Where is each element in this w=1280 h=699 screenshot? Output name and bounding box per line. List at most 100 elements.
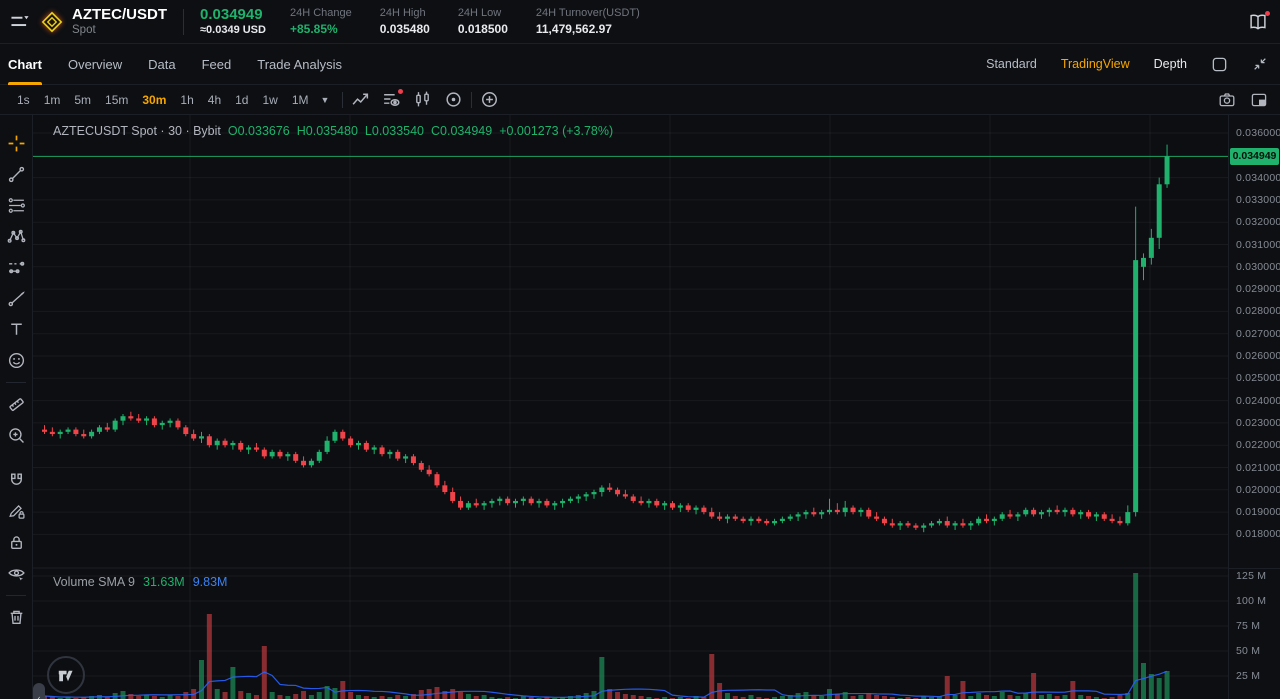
stat-label: 24H Low (457, 6, 502, 19)
tab-chart[interactable]: Chart (8, 44, 42, 85)
tab-trade-analysis[interactable]: Trade Analysis (257, 56, 343, 72)
volume-axis-label: 100 M (1236, 595, 1267, 607)
forecast-tool-icon[interactable] (3, 252, 29, 283)
ohlc-legend: AZTECUSDT Spot · 30 · Bybit O0.033676 H0… (53, 124, 613, 138)
orderbook-toggle-icon[interactable] (1248, 10, 1270, 32)
timeframe-dropdown-caret-icon[interactable]: ▼ (320, 94, 330, 105)
screenshot-camera-icon[interactable] (1218, 91, 1236, 109)
tf-30m[interactable]: 30m (142, 92, 167, 107)
tf-1h[interactable]: 1h (180, 92, 194, 107)
view-mode-standard[interactable]: Standard (986, 57, 1037, 71)
pair-name: AZTEC/USDT (72, 6, 167, 24)
price-axis-label: 0.022000 (1236, 439, 1280, 452)
tf-1M[interactable]: 1M (291, 92, 309, 107)
volume-indicator-title[interactable]: Volume SMA 9 (53, 575, 135, 589)
drawing-mode-lock-icon[interactable] (3, 496, 29, 527)
crosshair-tool-icon[interactable] (3, 128, 29, 159)
price-axis-label: 0.029000 (1236, 283, 1280, 296)
tf-1w[interactable]: 1w (262, 92, 278, 107)
price-block: 0.034949 ≈0.0349 USD (200, 6, 266, 37)
last-price: 0.034949 (200, 5, 263, 23)
stats-row: 24H Change +85.85% 24H High 0.035480 24H… (290, 6, 640, 37)
volume-sma-value: 9.83M (192, 575, 228, 589)
view-modes: Standard TradingView Depth (986, 56, 1268, 73)
price-axis-label: 0.018000 (1236, 528, 1280, 541)
indicators-icon[interactable] (351, 90, 370, 109)
collapse-left-panel-handle[interactable]: ‹ (33, 683, 45, 699)
fib-tool-icon[interactable] (3, 190, 29, 221)
indicator-template-icon[interactable] (382, 89, 404, 109)
measure-tool-icon[interactable] (3, 389, 29, 420)
tradingview-watermark[interactable] (47, 656, 85, 694)
volume-axis-label: 50 M (1236, 645, 1261, 657)
stat-24h-change: 24H Change +85.85% (290, 6, 352, 37)
divider (471, 91, 473, 108)
price-axis-label: 0.023000 (1236, 416, 1280, 429)
tf-5m[interactable]: 5m (74, 92, 92, 107)
magnet-tool-icon[interactable] (3, 465, 29, 496)
low-label: L0.033540 (364, 124, 425, 138)
tab-feed[interactable]: Feed (201, 56, 232, 72)
brush-tool-icon[interactable] (3, 283, 29, 314)
divider (183, 8, 184, 35)
market-type: Spot (72, 23, 96, 36)
pattern-tool-icon[interactable] (3, 221, 29, 252)
price-axis-label: 0.027000 (1236, 327, 1280, 340)
price-axis-label: 0.032000 (1236, 216, 1280, 229)
pane-divider (1229, 568, 1280, 569)
tab-data[interactable]: Data (148, 56, 176, 72)
top-bar: AZTEC/USDT Spot 0.034949 ≈0.0349 USD 24H… (0, 0, 1280, 44)
timeframe-toolbar: 1s 1m 5m 15m 30m 1h 4h 1d 1w 1M ▼ (0, 85, 1280, 115)
price-axis-label: 0.021000 (1236, 461, 1280, 474)
zoom-in-tool-icon[interactable] (3, 420, 29, 451)
volume-axis-label: 25 M (1236, 670, 1261, 682)
stat-24h-low: 24H Low 0.018500 (458, 6, 508, 37)
lock-all-tool-icon[interactable] (3, 527, 29, 558)
price-axis-label: 0.031000 (1236, 238, 1280, 251)
candle-style-icon[interactable] (413, 90, 432, 109)
tf-1m[interactable]: 1m (43, 92, 61, 107)
chart-canvas[interactable]: AZTECUSDT Spot · 30 · Bybit O0.033676 H0… (33, 115, 1228, 699)
remove-drawings-icon[interactable] (3, 602, 29, 633)
chart-tools (351, 89, 463, 109)
series-title[interactable]: AZTECUSDT Spot · 30 · Bybit (53, 124, 221, 138)
trend-line-tool-icon[interactable] (3, 159, 29, 190)
popout-window-icon[interactable] (1211, 56, 1228, 73)
text-tool-icon[interactable] (3, 314, 29, 345)
price-axis-label: 0.036000 (1236, 127, 1280, 139)
notification-dot (1265, 10, 1270, 16)
volume-value: 31.63M (143, 575, 185, 589)
volume-axis-label: 75 M (1236, 620, 1261, 632)
collapse-icon[interactable] (1252, 56, 1268, 72)
pair-block[interactable]: AZTEC/USDT Spot (72, 6, 167, 36)
price-axis-label: 0.020000 (1236, 483, 1280, 496)
candlestick-chart[interactable] (33, 115, 1228, 699)
tab-overview[interactable]: Overview (67, 56, 123, 72)
divider (342, 91, 344, 108)
price-axis-label: 0.026000 (1236, 350, 1280, 362)
price-axis-label: 0.019000 (1236, 506, 1280, 519)
compare-add-icon[interactable] (480, 90, 499, 109)
menu-icon[interactable] (8, 10, 32, 34)
price-axis-label: 0.033000 (1236, 193, 1280, 206)
price-axis-label: 0.034000 (1236, 171, 1280, 184)
view-mode-tradingview[interactable]: TradingView (1060, 57, 1130, 71)
chart-settings-icon[interactable] (444, 90, 463, 109)
divider (6, 382, 26, 383)
emoji-tool-icon[interactable] (3, 345, 29, 376)
tf-15m[interactable]: 15m (105, 92, 129, 107)
tf-1d[interactable]: 1d (235, 92, 249, 107)
panel-layout-icon[interactable] (1250, 91, 1268, 109)
stat-label: 24H High (379, 6, 426, 19)
view-mode-depth[interactable]: Depth (1153, 57, 1187, 71)
tf-1s[interactable]: 1s (17, 92, 30, 107)
toolbar-right (1218, 91, 1268, 109)
hide-drawings-icon[interactable] (3, 558, 29, 589)
current-price-badge: 0.034949 (1230, 147, 1279, 165)
price-axis[interactable]: 0.036000 0.034000 0.033000 0.032000 0.031000… (1228, 115, 1280, 699)
tf-4h[interactable]: 4h (207, 92, 222, 107)
volume-legend: Volume SMA 9 31.63M 9.83M (53, 575, 227, 589)
usd-price: ≈0.0349 USD (200, 23, 266, 36)
token-logo-icon (40, 10, 64, 34)
